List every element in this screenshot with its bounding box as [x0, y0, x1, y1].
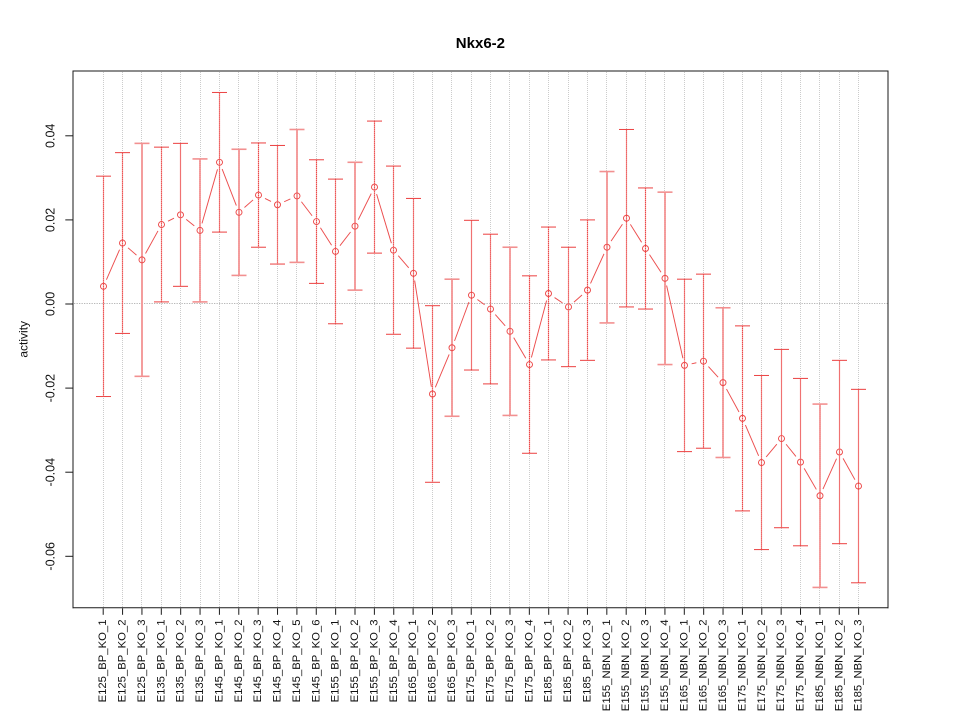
svg-text:E155_BP_KO_1: E155_BP_KO_1 — [330, 620, 342, 703]
svg-text:0.00: 0.00 — [44, 292, 58, 316]
svg-text:E125_BP_KO_1: E125_BP_KO_1 — [97, 620, 109, 703]
svg-text:E185_BP_KO_2: E185_BP_KO_2 — [562, 620, 574, 703]
svg-text:E145_BP_KO_3: E145_BP_KO_3 — [252, 620, 264, 703]
svg-text:E145_BP_KO_2: E145_BP_KO_2 — [233, 620, 245, 703]
svg-text:E175_BP_KO_4: E175_BP_KO_4 — [523, 620, 535, 703]
svg-text:E185_NBN_KO_3: E185_NBN_KO_3 — [853, 620, 865, 712]
svg-text:E175_BP_KO_2: E175_BP_KO_2 — [485, 620, 497, 703]
svg-text:E155_BP_KO_2: E155_BP_KO_2 — [349, 620, 361, 703]
svg-text:Nkx6-2: Nkx6-2 — [456, 35, 505, 52]
svg-text:-0.02: -0.02 — [44, 374, 58, 403]
svg-text:E155_NBN_KO_1: E155_NBN_KO_1 — [601, 620, 613, 712]
svg-text:E165_BP_KO_2: E165_BP_KO_2 — [426, 620, 438, 703]
svg-text:E165_BP_KO_3: E165_BP_KO_3 — [446, 620, 458, 703]
svg-text:E155_BP_KO_4: E155_BP_KO_4 — [388, 620, 400, 703]
svg-text:E165_NBN_KO_1: E165_NBN_KO_1 — [678, 620, 690, 712]
svg-text:-0.06: -0.06 — [44, 542, 58, 571]
svg-text:E135_BP_KO_3: E135_BP_KO_3 — [194, 620, 206, 703]
svg-text:E185_BP_KO_1: E185_BP_KO_1 — [543, 620, 555, 703]
svg-text:E175_NBN_KO_2: E175_NBN_KO_2 — [756, 620, 768, 712]
svg-text:E165_NBN_KO_3: E165_NBN_KO_3 — [717, 620, 729, 712]
svg-text:E145_BP_KO_4: E145_BP_KO_4 — [272, 620, 284, 703]
svg-text:E145_BP_KO_5: E145_BP_KO_5 — [291, 620, 303, 703]
svg-text:E155_BP_KO_3: E155_BP_KO_3 — [368, 620, 380, 703]
svg-text:E155_NBN_KO_2: E155_NBN_KO_2 — [620, 620, 632, 712]
svg-text:E125_BP_KO_2: E125_BP_KO_2 — [117, 620, 129, 703]
svg-text:E165_BP_KO_1: E165_BP_KO_1 — [407, 620, 419, 703]
svg-text:E135_BP_KO_1: E135_BP_KO_1 — [155, 620, 167, 703]
svg-text:E135_BP_KO_2: E135_BP_KO_2 — [175, 620, 187, 703]
svg-text:E165_NBN_KO_2: E165_NBN_KO_2 — [698, 620, 710, 712]
svg-text:E185_NBN_KO_1: E185_NBN_KO_1 — [814, 620, 826, 712]
svg-text:0.04: 0.04 — [44, 124, 58, 148]
svg-text:activity: activity — [16, 321, 30, 358]
svg-text:E175_BP_KO_3: E175_BP_KO_3 — [504, 620, 516, 703]
svg-text:E145_BP_KO_1: E145_BP_KO_1 — [213, 620, 225, 703]
svg-text:E175_NBN_KO_1: E175_NBN_KO_1 — [736, 620, 748, 712]
svg-text:0.02: 0.02 — [44, 208, 58, 232]
svg-text:E155_NBN_KO_3: E155_NBN_KO_3 — [640, 620, 652, 712]
svg-text:E175_NBN_KO_3: E175_NBN_KO_3 — [775, 620, 787, 712]
svg-text:E175_BP_KO_1: E175_BP_KO_1 — [465, 620, 477, 703]
svg-text:E155_NBN_KO_4: E155_NBN_KO_4 — [659, 620, 671, 712]
svg-text:E175_NBN_KO_4: E175_NBN_KO_4 — [795, 620, 807, 712]
svg-text:E185_BP_KO_3: E185_BP_KO_3 — [581, 620, 593, 703]
svg-text:E125_BP_KO_3: E125_BP_KO_3 — [136, 620, 148, 703]
svg-text:-0.04: -0.04 — [44, 458, 58, 487]
svg-text:E145_BP_KO_6: E145_BP_KO_6 — [310, 620, 322, 703]
svg-text:E185_NBN_KO_2: E185_NBN_KO_2 — [833, 620, 845, 712]
